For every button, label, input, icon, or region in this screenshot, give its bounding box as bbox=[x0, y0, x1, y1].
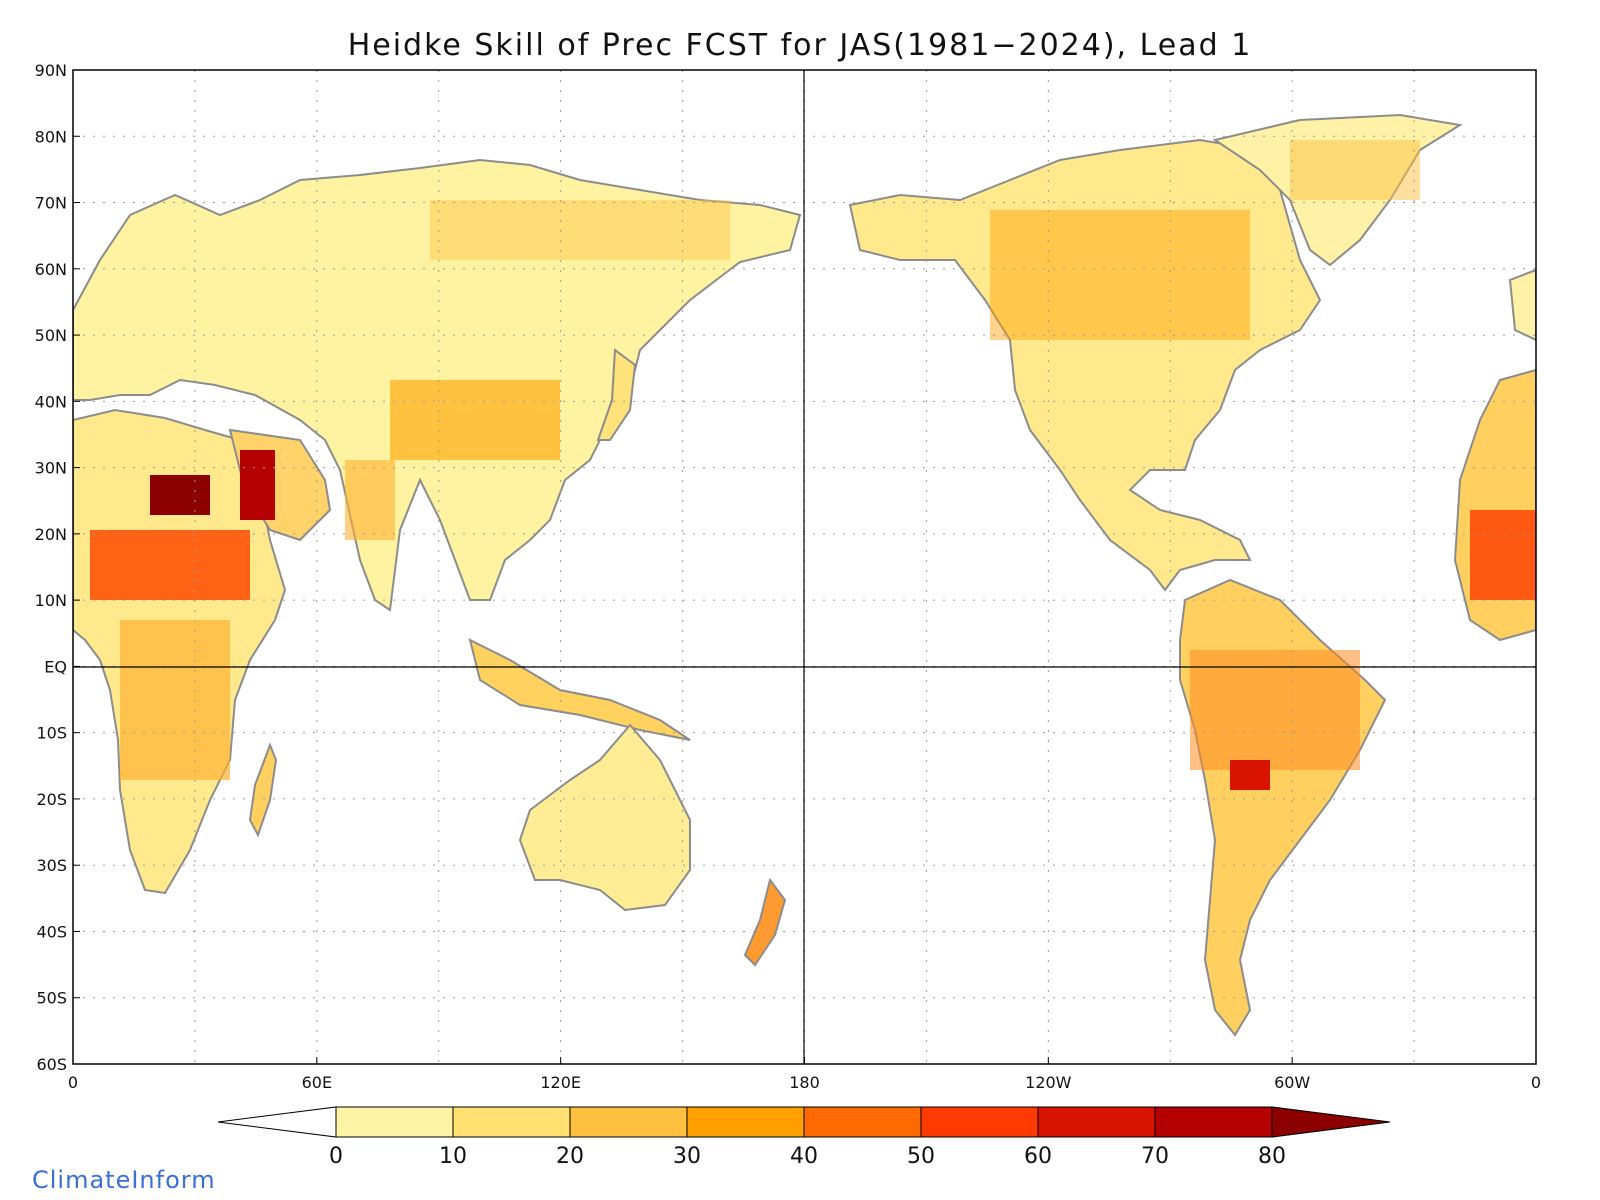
lon-tick-label: 120W bbox=[1025, 1073, 1072, 1092]
colorbar-over-triangle bbox=[1271, 1106, 1391, 1138]
longitude-labels: 0 60E 120E 180 120W 60W 0 bbox=[68, 1057, 1541, 1092]
colorbar-tick-label: 30 bbox=[673, 1144, 701, 1169]
land-japan bbox=[596, 348, 637, 441]
skill-patch-greenland bbox=[1290, 140, 1420, 200]
skill-patch-central-africa bbox=[120, 620, 230, 780]
skill-patch-sahel bbox=[90, 530, 250, 600]
lon-tick-label: 60W bbox=[1274, 1073, 1310, 1092]
colorbar-segment bbox=[686, 1106, 805, 1138]
colorbar-segment bbox=[452, 1106, 571, 1138]
land-indonesia bbox=[468, 638, 691, 741]
colorbar-segment bbox=[1037, 1106, 1156, 1138]
lat-tick-label: 80N bbox=[35, 127, 67, 146]
land-australia bbox=[518, 723, 691, 912]
colorbar-segment bbox=[920, 1106, 1039, 1138]
land-new-zealand bbox=[743, 877, 787, 967]
colorbar: 0 10 20 30 40 50 60 70 80 bbox=[217, 1106, 1391, 1169]
latitude-labels: 90N 80N 70N 60N 50N 40N 30N 20N 10N EQ 10S 20S 30S 40… bbox=[35, 61, 80, 1074]
colorbar-tick-label: 60 bbox=[1024, 1144, 1052, 1169]
skill-patch-west-africa bbox=[1470, 510, 1536, 600]
lat-tick-label: EQ bbox=[44, 657, 67, 676]
colorbar-segment bbox=[569, 1106, 688, 1138]
lat-tick-label: 70N bbox=[35, 194, 67, 213]
lat-tick-label: 50S bbox=[36, 989, 67, 1008]
lat-tick-label: 30S bbox=[36, 856, 67, 875]
lon-tick-label: 60E bbox=[302, 1073, 332, 1092]
lat-tick-label: 20N bbox=[35, 525, 67, 544]
lat-tick-label: 50N bbox=[35, 326, 67, 345]
skill-patch-canada bbox=[990, 210, 1250, 340]
colorbar-tick-label: 70 bbox=[1141, 1144, 1169, 1169]
skill-patch-india bbox=[345, 460, 395, 540]
colorbar-tick-label: 80 bbox=[1258, 1144, 1286, 1169]
skill-patch-amazon bbox=[1190, 650, 1360, 770]
land-madagascar bbox=[248, 742, 278, 838]
colorbar-segment bbox=[803, 1106, 922, 1138]
skill-patch-sahara bbox=[150, 475, 210, 515]
colorbar-tick-label: 40 bbox=[790, 1144, 818, 1169]
skill-patch-andes bbox=[1230, 760, 1270, 790]
lon-tick-label: 120E bbox=[540, 1073, 581, 1092]
lon-tick-label: 180 bbox=[789, 1073, 820, 1092]
colorbar-under-triangle bbox=[217, 1106, 337, 1138]
map-land-layer bbox=[73, 113, 1536, 1037]
lon-tick-label: 0 bbox=[1531, 1073, 1541, 1092]
lat-tick-label: 20S bbox=[36, 790, 67, 809]
lat-tick-label: 90N bbox=[35, 61, 67, 80]
colorbar-segment bbox=[335, 1106, 454, 1138]
skill-patch-china bbox=[390, 380, 560, 460]
lon-tick-label: 0 bbox=[68, 1073, 78, 1092]
lat-tick-label: 30N bbox=[35, 459, 67, 478]
land-europe-east bbox=[1508, 268, 1536, 342]
colorbar-segment bbox=[1154, 1106, 1273, 1138]
skill-patch-siberia bbox=[430, 200, 730, 260]
colorbar-tick-label: 20 bbox=[556, 1144, 584, 1169]
lat-tick-label: 60S bbox=[36, 1055, 67, 1074]
land-north-america bbox=[848, 138, 1322, 592]
colorbar-tick-label: 0 bbox=[329, 1144, 343, 1169]
skill-patch-arabia bbox=[240, 450, 275, 520]
credit-label: ClimateInform bbox=[32, 1166, 216, 1194]
colorbar-tick-label: 50 bbox=[907, 1144, 935, 1169]
lat-tick-label: 60N bbox=[35, 260, 67, 279]
map-title: Heidke Skill of Prec FCST for JAS(1981−2… bbox=[347, 28, 1253, 63]
lat-tick-label: 10S bbox=[36, 724, 67, 743]
lat-tick-label: 40N bbox=[35, 392, 67, 411]
colorbar-tick-label: 10 bbox=[439, 1144, 467, 1169]
lat-tick-label: 10N bbox=[35, 591, 67, 610]
lat-tick-label: 40S bbox=[36, 922, 67, 941]
